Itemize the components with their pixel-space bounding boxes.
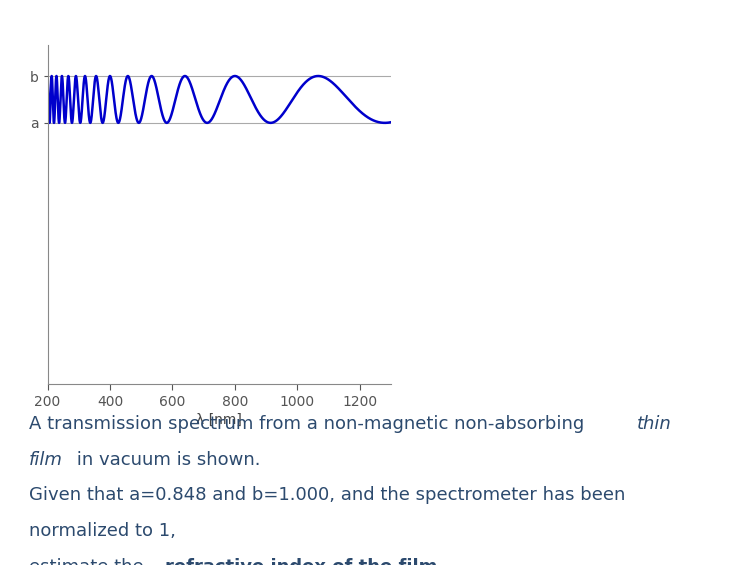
- Text: Given that a=0.848 and b=1.000, and the spectrometer has been: Given that a=0.848 and b=1.000, and the …: [29, 486, 626, 505]
- Text: thin: thin: [637, 415, 671, 433]
- Text: .: .: [479, 558, 485, 565]
- Text: A transmission spectrum from a non-magnetic non-absorbing: A transmission spectrum from a non-magne…: [29, 415, 590, 433]
- Text: estimate the: estimate the: [29, 558, 150, 565]
- Text: film: film: [29, 451, 63, 469]
- Text: refractive index of the film: refractive index of the film: [165, 558, 438, 565]
- X-axis label: λ [nm]: λ [nm]: [197, 413, 242, 427]
- Text: normalized to 1,: normalized to 1,: [29, 522, 176, 540]
- Text: in vacuum is shown.: in vacuum is shown.: [71, 451, 261, 469]
